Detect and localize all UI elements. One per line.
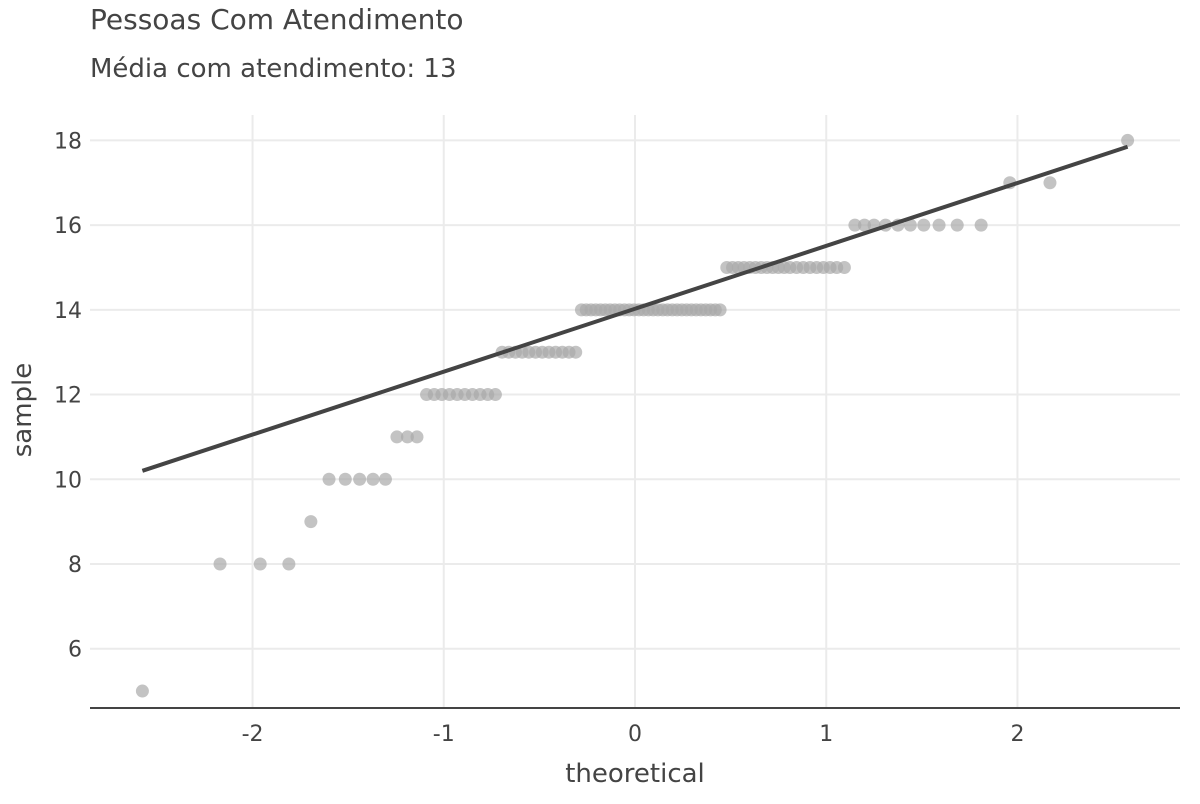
gridlines (90, 115, 1180, 708)
y-tick-label: 16 (54, 214, 82, 239)
x-tick-label: -2 (242, 722, 264, 747)
data-point (488, 388, 502, 402)
data-point (903, 218, 917, 232)
data-point (366, 472, 380, 486)
data-points (135, 133, 1135, 698)
x-axis-title: theoretical (565, 759, 705, 789)
data-point (390, 430, 404, 444)
y-tick-label: 8 (68, 553, 82, 578)
chart-subtitle: Média com atendimento: 13 (90, 54, 457, 84)
y-tick-label: 10 (54, 468, 82, 493)
data-point (282, 557, 296, 571)
data-point (338, 472, 352, 486)
y-axis-title: sample (8, 363, 38, 458)
x-tick-label: 2 (1010, 722, 1024, 747)
y-tick-label: 18 (54, 129, 82, 154)
data-point (857, 218, 871, 232)
data-point (569, 345, 583, 359)
data-point (304, 515, 318, 529)
data-point (353, 472, 367, 486)
data-point (950, 218, 964, 232)
y-tick-label: 6 (68, 638, 82, 663)
x-tick-label: -1 (433, 722, 455, 747)
y-tick-label: 14 (54, 299, 82, 324)
data-point (917, 218, 931, 232)
chart-title: Pessoas Com Atendimento (90, 3, 463, 36)
data-point (837, 260, 851, 274)
data-point (1121, 133, 1135, 147)
x-tick-label: 1 (819, 722, 833, 747)
data-point (713, 303, 727, 317)
data-point (253, 557, 267, 571)
data-point (135, 684, 149, 698)
y-tick-label: 12 (54, 384, 82, 409)
data-point (378, 472, 392, 486)
data-point (400, 430, 414, 444)
reference-line-group (141, 144, 1129, 473)
data-point (322, 472, 336, 486)
data-point (213, 557, 227, 571)
reference-line (141, 144, 1129, 473)
data-point (932, 218, 946, 232)
data-point (848, 218, 862, 232)
x-tick-label: 0 (628, 722, 642, 747)
data-point (410, 430, 424, 444)
data-point (1043, 176, 1057, 190)
data-point (974, 218, 988, 232)
